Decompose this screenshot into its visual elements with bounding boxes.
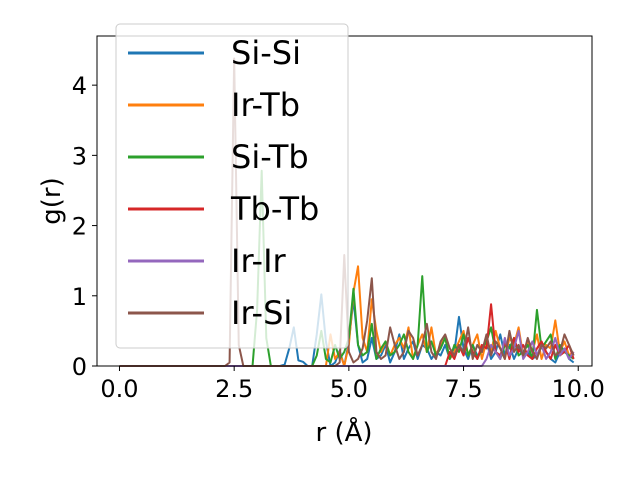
x-tick-label: 10.0 <box>552 375 605 403</box>
y-tick-label: 1 <box>72 283 87 311</box>
legend-label: Tb-Tb <box>230 190 319 228</box>
legend-label: Ir-Ir <box>231 242 287 280</box>
y-tick-label: 4 <box>72 72 87 100</box>
legend: Si-Si Ir-Tb Si-Tb Tb-Tb Ir-Ir Ir-Si <box>115 23 349 349</box>
x-tick-label: 0.0 <box>100 375 138 403</box>
x-tick-label: 2.5 <box>215 375 253 403</box>
legend-label: Ir-Si <box>231 294 292 332</box>
legend-label: Si-Si <box>231 34 301 72</box>
y-axis: 0 1 2 3 4 <box>72 72 97 381</box>
y-tick-label: 3 <box>72 142 87 170</box>
x-axis: 0.0 2.5 5.0 7.5 10.0 <box>100 366 605 403</box>
y-tick-label: 0 <box>72 353 87 381</box>
x-tick-label: 7.5 <box>444 375 482 403</box>
x-axis-label: r (Å) <box>315 416 372 448</box>
x-tick-label: 5.0 <box>330 375 368 403</box>
y-axis-label: g(r) <box>37 177 67 224</box>
legend-label: Si-Tb <box>231 138 309 176</box>
y-tick-label: 2 <box>72 213 87 241</box>
legend-label: Ir-Tb <box>231 86 300 124</box>
